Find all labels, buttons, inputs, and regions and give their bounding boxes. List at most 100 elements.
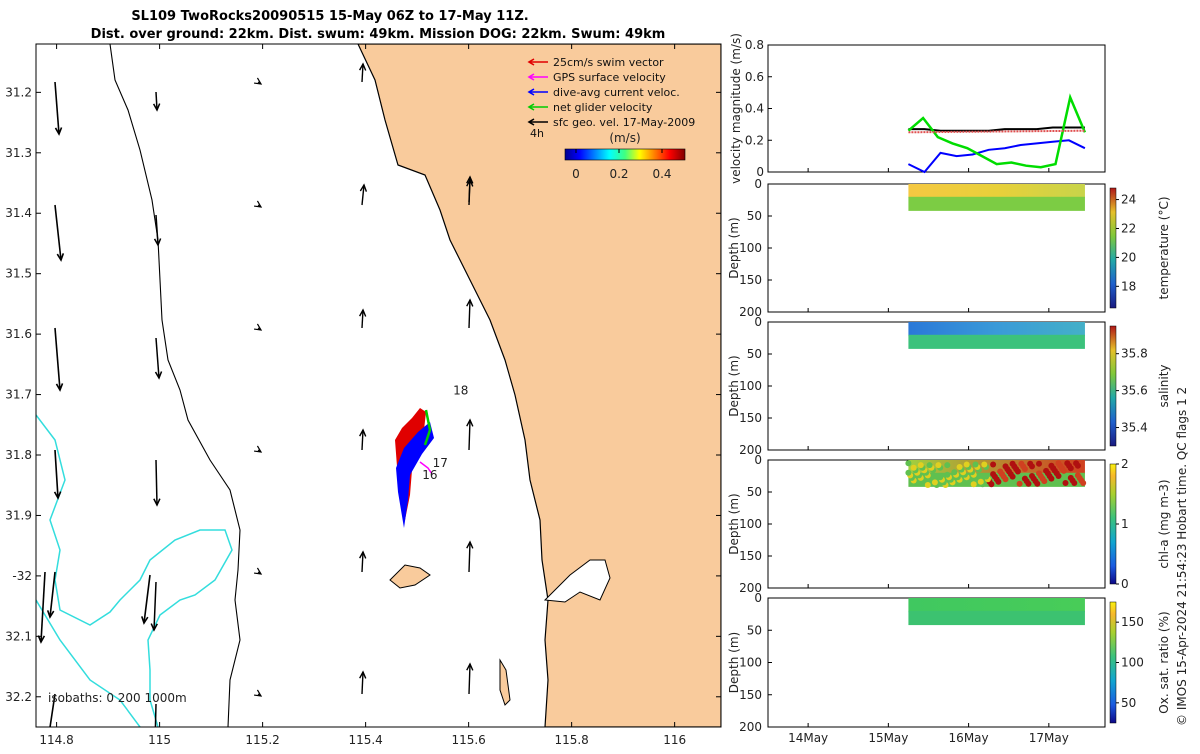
depth-ylabel: Depth (m) — [727, 355, 741, 416]
vector-head — [152, 103, 161, 112]
map-x-tick-label: 116 — [663, 733, 686, 747]
vector-shaft — [153, 581, 157, 631]
vector-shaft — [361, 551, 364, 573]
depth-tick-label: 0 — [754, 315, 762, 329]
legend-swatch-head — [527, 73, 535, 81]
depth-tick-label: 50 — [747, 623, 762, 637]
depth-tick-label: 0 — [754, 453, 762, 467]
depth-tick-label: 150 — [739, 549, 762, 563]
velocity-series-line — [907, 139, 1086, 174]
section-colorbar-tick-label: 35.4 — [1121, 421, 1148, 435]
chl-sample-dot — [1018, 460, 1025, 467]
section-panel-1: 0 50 100 150 200 Depth (m) 18 20 22 24 temperature… — [727, 177, 1171, 319]
legend-label: GPS surface velocity — [553, 71, 666, 84]
section-panel-4: 0 50 100 150 200 Depth (m) 50 100 150 Ox. sat. ra… — [727, 591, 1171, 734]
map-y-tick-label: 31.4 — [5, 206, 32, 220]
legend-swatch-head — [527, 88, 535, 96]
vector-shaft — [54, 204, 62, 261]
colorbar-title: (m/s) — [609, 131, 640, 145]
legend-swatch-head — [527, 58, 535, 66]
chl-sample-dot — [1009, 460, 1016, 467]
chl-sample-dot — [931, 479, 938, 486]
vector-shaft — [468, 663, 471, 695]
vector-head — [466, 662, 474, 671]
depth-ylabel: Depth (m) — [727, 217, 741, 278]
section-data-upper — [908, 184, 1085, 199]
map-frame — [35, 43, 722, 728]
vector-head — [46, 610, 55, 619]
map-y-tick-label: 31.6 — [5, 327, 32, 341]
chl-sample-dot — [924, 482, 931, 488]
vector-shaft — [361, 309, 364, 329]
chl-sample-dot — [956, 464, 963, 470]
vector-head — [359, 183, 368, 192]
map-y-tick-label: 32.2 — [5, 690, 32, 704]
colorbar-tick-label: 0.2 — [609, 167, 628, 181]
isobath-200m — [109, 44, 241, 727]
section-colorbar-tick-label: 1 — [1121, 517, 1129, 531]
vector-shaft — [54, 81, 60, 135]
colorbar-tick-label: 0 — [572, 167, 580, 181]
vector-shaft — [361, 63, 364, 83]
legend-label: 25cm/s swim vector — [553, 56, 664, 69]
section-data-upper — [908, 598, 1085, 613]
section-data-lower — [908, 610, 1085, 626]
section-colorbar — [1109, 463, 1117, 585]
map-y-tick-label: 32.1 — [5, 629, 32, 643]
legend-swatch-head — [527, 103, 535, 111]
chl-sample-dot — [944, 462, 951, 469]
chl-sample-dot — [990, 471, 997, 478]
chl-sample-dot — [937, 474, 944, 481]
velocity-y-tick-label: 0.2 — [745, 133, 764, 147]
vector-head — [253, 445, 263, 453]
depth-tick-label: 200 — [739, 581, 762, 595]
vector-head — [153, 238, 162, 247]
velocity-series-line — [908, 126, 1085, 132]
day-label: 17 — [433, 456, 448, 470]
vector-shaft — [40, 571, 46, 643]
geostrophic-vectors — [37, 62, 474, 727]
chl-sample-dot — [1043, 467, 1050, 474]
time-tick-label: 15May — [868, 731, 908, 745]
vector-shaft — [468, 299, 471, 329]
map-x-tick-label: 115.6 — [451, 733, 485, 747]
velocity-y-tick-label: 0.6 — [745, 70, 764, 84]
chl-sample-dot — [970, 481, 977, 488]
section-colorbar-tick-label: 2 — [1121, 457, 1129, 471]
velocity-y-tick-label: 0.4 — [745, 102, 764, 116]
vector-head — [253, 689, 263, 697]
vector-shaft — [468, 419, 471, 451]
depth-tick-label: 0 — [754, 177, 762, 191]
chl-sample-dot — [1002, 463, 1009, 470]
map-x-tick-label: 114.8 — [39, 733, 73, 747]
depth-ylabel: Depth (m) — [727, 632, 741, 693]
chl-sample-dot — [972, 461, 979, 468]
depth-tick-label: 100 — [739, 241, 762, 255]
vector-shaft — [155, 459, 158, 506]
legend-label: net glider velocity — [553, 101, 653, 114]
isobath-1000m-b — [36, 599, 141, 727]
vector-shaft — [361, 184, 365, 206]
vector-head — [358, 308, 367, 317]
title-line-1: SL109 TwoRocks20090515 15-May 06Z to 17-… — [131, 9, 528, 24]
chl-sample-dot — [1073, 460, 1080, 467]
chl-sample-dot — [905, 460, 912, 467]
vector-head — [358, 62, 367, 71]
depth-tick-label: 150 — [739, 411, 762, 425]
map-y-tick-label: 31.3 — [5, 146, 32, 160]
vector-head — [359, 550, 367, 559]
vector-head — [153, 498, 161, 507]
map-axis-ticks: 114.8 115 115.2 115.4 115.6 115.8 116 31.2 31.3 3… — [5, 44, 721, 747]
map-y-tick-label: -32 — [12, 569, 32, 583]
time-tick-label: 14May — [788, 731, 828, 745]
chl-sample-dot — [981, 461, 988, 468]
chl-sample-dot — [1067, 474, 1074, 481]
chl-sample-dot — [944, 471, 951, 478]
chl-sample-dot — [1036, 470, 1042, 477]
map-y-tick-label: 31.2 — [5, 85, 32, 99]
chl-sample-dot — [951, 469, 958, 476]
